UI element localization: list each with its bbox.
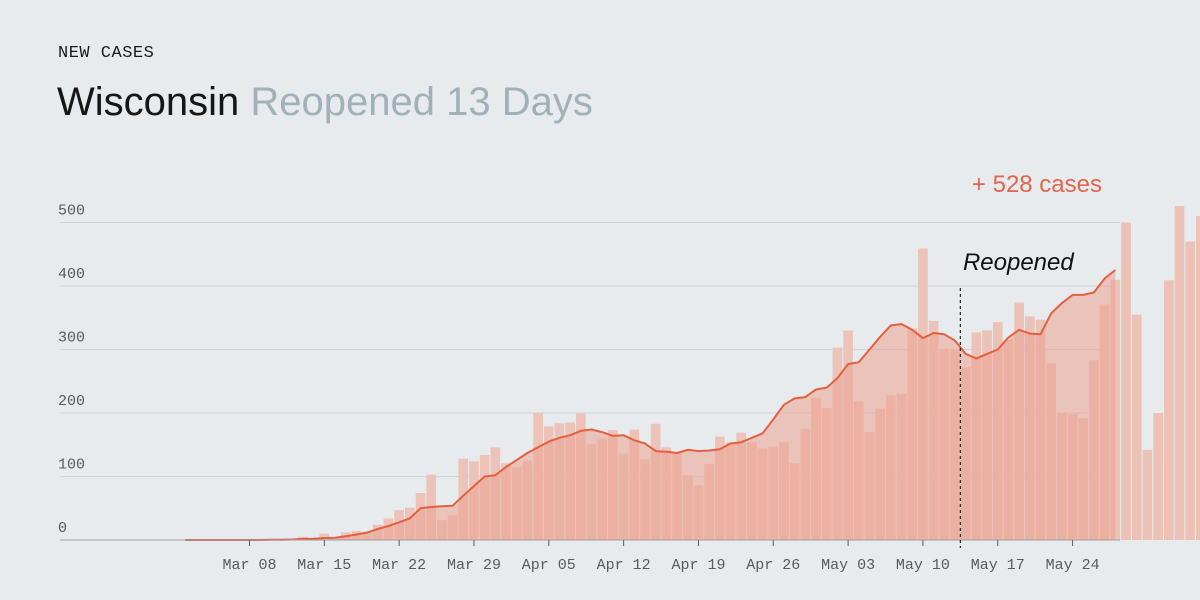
daily-cases-bar bbox=[1110, 279, 1121, 540]
x-axis-ticks: Mar 08 Mar 15 Mar 22 Mar 29 Apr 05 Apr 12 Apr … bbox=[222, 540, 1100, 574]
y-tick-label: 100 bbox=[58, 457, 85, 474]
daily-cases-bar bbox=[1163, 280, 1174, 540]
cases-annotation: + 528 cases bbox=[972, 171, 1102, 198]
x-tick-label: Mar 08 bbox=[222, 557, 276, 574]
x-tick-label: Mar 29 bbox=[447, 557, 501, 574]
reopened-annotation: Reopened bbox=[963, 249, 1074, 276]
x-tick-label: Apr 05 bbox=[522, 557, 576, 574]
reopened-subtitle: Reopened 13 Days bbox=[250, 80, 593, 124]
daily-cases-bar bbox=[1131, 314, 1142, 540]
y-tick-label: 0 bbox=[58, 520, 67, 537]
x-tick-label: Mar 15 bbox=[297, 557, 351, 574]
x-tick-label: May 17 bbox=[971, 557, 1025, 574]
x-tick-label: Mar 22 bbox=[372, 557, 426, 574]
daily-cases-bar bbox=[1185, 241, 1196, 541]
chart-headline: Wisconsin Reopened 13 Days bbox=[57, 82, 593, 122]
daily-cases-bar bbox=[319, 533, 330, 540]
x-tick-label: May 10 bbox=[896, 557, 950, 574]
x-tick-label: May 03 bbox=[821, 557, 875, 574]
x-tick-label: Apr 26 bbox=[746, 557, 800, 574]
y-tick-label: 400 bbox=[58, 266, 85, 283]
y-tick-label: 300 bbox=[58, 330, 85, 347]
rolling-average-line bbox=[185, 269, 1116, 541]
chart-eyebrow: NEW CASES bbox=[58, 44, 155, 63]
daily-cases-bar bbox=[1174, 205, 1185, 541]
x-tick-label: Apr 19 bbox=[671, 557, 725, 574]
daily-cases-bar bbox=[1142, 449, 1153, 540]
state-name: Wisconsin bbox=[57, 80, 240, 124]
daily-cases-bar bbox=[1196, 216, 1200, 540]
rolling-average-area bbox=[185, 270, 1116, 540]
x-tick-label: Apr 12 bbox=[597, 557, 651, 574]
y-tick-label: 200 bbox=[58, 393, 85, 410]
y-tick-labels: 0 100 200 300 400 500 bbox=[58, 203, 85, 538]
y-tick-label: 500 bbox=[58, 203, 85, 220]
x-tick-label: May 24 bbox=[1046, 557, 1100, 574]
daily-cases-bar bbox=[1121, 222, 1131, 540]
daily-cases-bar bbox=[1153, 413, 1163, 540]
